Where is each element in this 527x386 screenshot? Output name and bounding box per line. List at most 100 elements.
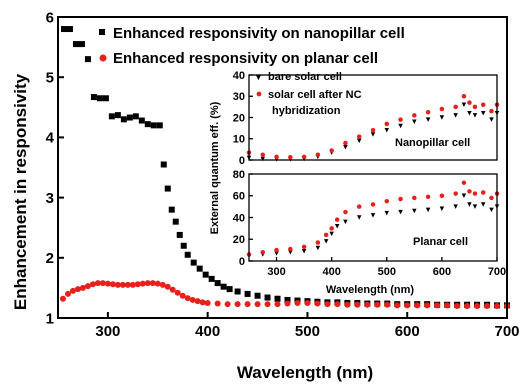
inset-top-series1-point: [384, 121, 390, 127]
inset-bottom-series1-point: [480, 190, 486, 195]
main-series1-point: [494, 302, 501, 309]
inset-bottom-series0-point: [323, 239, 329, 244]
inset-bottom-x-tick-label: 700: [488, 266, 506, 278]
main-series1-point: [89, 281, 96, 288]
inset-bottom-y-tick-label: 0: [239, 256, 245, 268]
inset-bottom-series0-point: [467, 202, 472, 207]
main-series1-point: [214, 300, 221, 307]
main-series0-point: [60, 26, 67, 33]
main-series0-point: [172, 218, 179, 225]
main-series0-point: [120, 116, 127, 123]
legend-marker-nanopillar: [99, 29, 105, 35]
inset-bottom-series1-point: [323, 232, 329, 238]
inset-bottom-series1-point: [301, 244, 307, 250]
main-series1-point: [264, 301, 271, 308]
main-series1-point: [124, 281, 131, 288]
inset-background: [248, 74, 498, 262]
main-y-tick-label: 1: [46, 310, 54, 327]
main-series1-point: [344, 301, 351, 308]
main-series0-point: [144, 121, 151, 128]
inset-bottom-series0-point: [334, 223, 340, 229]
inset-top-series0-point: [480, 111, 486, 116]
main-series1-point: [79, 284, 86, 291]
main-series0-point: [214, 280, 221, 287]
main-series0-point: [138, 117, 145, 124]
main-series0-point: [84, 56, 91, 63]
main-series0-point: [114, 112, 121, 119]
main-x-tick-label: 700: [494, 323, 519, 340]
main-series1-point: [59, 295, 66, 302]
main-series0-point: [168, 206, 175, 213]
main-series1-point: [69, 287, 76, 294]
main-series1-point: [189, 296, 196, 303]
main-series1-point: [434, 302, 441, 309]
inset-top-series1-point: [274, 154, 279, 160]
main-legend: Enhanced responsivity on nanopillar cell…: [99, 25, 405, 67]
main-series1-point: [254, 301, 261, 308]
inset-bottom-series0-point: [412, 208, 417, 214]
inset-bottom-x-tick-label: 400: [322, 266, 340, 278]
main-series1-point: [464, 302, 471, 309]
inset-bottom-series1-point: [461, 180, 467, 185]
main-y-tick-label: 4: [46, 130, 55, 147]
inset-top-series1-point: [288, 154, 293, 160]
inset-top-series1-point: [260, 152, 266, 157]
main-series1-point: [364, 301, 371, 308]
main-series0-point: [220, 283, 227, 290]
main-x-axis-label: Wavelength (nm): [237, 363, 373, 382]
main-series0-point: [190, 259, 197, 266]
inset-bottom-series0-point: [384, 210, 390, 216]
inset-top-y-tick-label: 30: [233, 91, 245, 103]
main-series1-point: [154, 280, 161, 287]
inset-top-series1-point: [370, 128, 376, 133]
inset-top-series1-point: [398, 117, 403, 122]
main-series1-point: [204, 299, 211, 306]
main-series0-point: [184, 251, 191, 258]
inset-bottom-series1-point: [425, 194, 431, 200]
inset-top-series0-point: [453, 113, 458, 118]
inset-top-series0-point: [260, 156, 266, 162]
main-series1-point: [274, 301, 281, 308]
legend-marker-planar: [99, 54, 107, 62]
main-series0-point: [66, 26, 73, 33]
inset-bottom-series1-point: [343, 209, 348, 215]
inset-bottom-series1-point: [439, 193, 445, 198]
main-series1-point: [414, 302, 421, 309]
main-series1-point: [94, 280, 101, 287]
main-series1-point: [169, 286, 176, 293]
main-series1-point: [149, 280, 156, 287]
inset-bottom-series1-point: [260, 250, 266, 255]
main-series0-point: [96, 95, 103, 102]
main-series1-point: [164, 283, 171, 290]
inset-top-series1-point: [329, 148, 334, 153]
inset-top-y-tick-label: 40: [233, 70, 245, 82]
main-series1-point: [454, 302, 461, 309]
inset-top-series1-point: [425, 109, 431, 115]
inset-legend: ▼ bare solar cell solar cell after NC hy…: [254, 71, 362, 117]
main-series1-point: [114, 281, 121, 288]
main-series0-point: [160, 161, 167, 168]
inset-top-series1-point: [453, 104, 458, 110]
inset-bottom-series0-point: [329, 231, 334, 237]
legend-label-nanopillar: Enhanced responsivity on nanopillar cell: [113, 25, 405, 42]
main-series1-point: [84, 283, 91, 290]
inset-top-series1-point: [315, 152, 321, 157]
main-x-tick-label: 500: [295, 323, 320, 340]
main-series1-point: [184, 295, 191, 302]
main-series1-point: [234, 301, 241, 308]
main-x-tick-label: 600: [395, 323, 420, 340]
inset-legend-nc-label: solar cell after NC: [268, 89, 362, 101]
main-series1-point: [294, 299, 301, 306]
main-series1-point: [284, 300, 291, 307]
main-y-axis-label: Enhancement in responsivity: [11, 73, 30, 310]
inset-bottom-series1-point: [288, 246, 293, 252]
main-series0-point: [150, 122, 157, 129]
main-series1-point: [374, 301, 381, 308]
inset-panel-label-nanopillar: Nanopillar cell: [395, 137, 470, 149]
inset-top-series0-point: [425, 117, 431, 122]
inset-bottom-series1-point: [467, 189, 472, 194]
main-series1-point: [244, 301, 251, 308]
main-series1-point: [334, 301, 341, 308]
